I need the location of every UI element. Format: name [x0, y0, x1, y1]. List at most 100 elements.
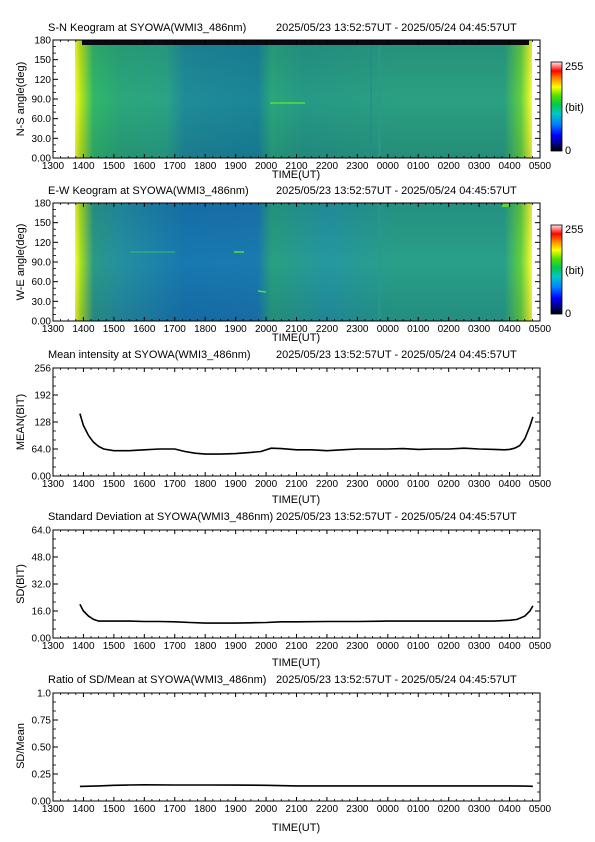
ew-keogram-corner-spot — [502, 203, 510, 207]
ew-keogram-x-axis: 1300 1400 1500 1600 1700 1800 1900 2000 2100 2200… — [42, 203, 552, 335]
mean-xlabel: TIME(UT) — [272, 494, 320, 506]
sd-series-line — [79, 603, 534, 624]
ratio-y-tick-label: 0.25 — [32, 770, 52, 781]
ratio-x-axis: 1300 1400 1500 1600 1700 1800 1900 2000 2100 2200… — [42, 693, 552, 815]
ratio-x-tick-label: 0000 — [377, 804, 400, 815]
ew-keogram-x-tick-label: 2300 — [346, 324, 369, 335]
ew-keogram-arc — [257, 290, 267, 293]
sn-keogram-x-tick-label: 1700 — [164, 161, 187, 172]
sd-x-tick-label: 1600 — [133, 641, 156, 652]
sn-keogram-top-dark-band — [82, 40, 529, 45]
sn-keogram-x-tick-label: 2100 — [285, 161, 308, 172]
sd-x-tick-label: 2100 — [285, 641, 308, 652]
sd-xlabel: TIME(UT) — [272, 657, 320, 669]
mean-x-tick-label: 2300 — [346, 479, 369, 490]
ratio-x-tick-label: 1800 — [194, 804, 217, 815]
ew-keogram-x-tick-label: 1700 — [164, 324, 187, 335]
ratio-y-tick-label: 0.00 — [32, 797, 52, 808]
sd-x-tick-label: 2200 — [316, 641, 339, 652]
sn-keogram-x-tick-label: 0100 — [407, 161, 430, 172]
ratio-x-tick-label: 2300 — [346, 804, 369, 815]
ew-keogram-shading — [75, 203, 532, 321]
mean-y-axis: 0.00 64.0 128 192 256 — [32, 364, 540, 483]
ratio-y-tick-label: 1.0 — [37, 689, 51, 700]
sn-keogram-ylabel: N-S angle(deg) — [15, 62, 27, 137]
ratio-x-tick-label: 0100 — [407, 804, 430, 815]
mean-y-tick-label: 0.00 — [32, 472, 52, 483]
mean-x-tick-label: 0000 — [377, 479, 400, 490]
sn-keogram-x-tick-label: 0500 — [529, 161, 552, 172]
sd-x-tick-label: 1900 — [225, 641, 248, 652]
sd-y-tick-label: 0.00 — [32, 634, 52, 645]
ratio-x-tick-label: 1400 — [72, 804, 95, 815]
mean-x-tick-label: 0400 — [498, 479, 521, 490]
ratio-xlabel: TIME(UT) — [272, 822, 320, 834]
ew-keogram-ylabel: W-E angle(deg) — [15, 224, 27, 301]
ew-keogram-panel: E-W Keogram at SYOWA(WMI3_486nm) 2025/05… — [15, 185, 584, 344]
sd-x-tick-label: 1400 — [72, 641, 95, 652]
ratio-x-tick-label: 2200 — [316, 804, 339, 815]
mean-series-line — [79, 413, 534, 455]
mean-x-tick-label: 0500 — [529, 479, 552, 490]
sd-time-range: 2025/05/23 13:52:57UT - 2025/05/24 04:45… — [276, 511, 517, 523]
ew-keogram-x-tick-label: 1600 — [133, 324, 156, 335]
mean-y-tick-label: 128 — [34, 418, 51, 429]
mean-x-tick-label: 0300 — [468, 479, 491, 490]
sn-colorbar-min: 0 — [565, 145, 571, 157]
sd-y-tick-label: 48.0 — [32, 553, 52, 564]
ratio-x-tick-label: 1600 — [133, 804, 156, 815]
ew-keogram-x-tick-label: 1400 — [72, 324, 95, 335]
sd-x-tick-label: 0000 — [377, 641, 400, 652]
ew-keogram-x-tick-label: 1500 — [103, 324, 126, 335]
ew-keogram-x-tick-label: 0400 — [498, 324, 521, 335]
mean-y-tick-label: 192 — [34, 391, 51, 402]
ew-keogram-y-tick-label: 150 — [34, 218, 51, 229]
ratio-title: Ratio of SD/Mean at SYOWA(WMI3_486nm) — [48, 674, 266, 686]
ew-keogram-time-range: 2025/05/23 13:52:57UT - 2025/05/24 04:45… — [276, 185, 517, 197]
sn-keogram-x-tick-label: 2200 — [316, 161, 339, 172]
sn-keogram-x-tick-label: 1400 — [72, 161, 95, 172]
sn-keogram-y-tick-label: 120 — [34, 75, 51, 86]
sd-x-tick-label: 1800 — [194, 641, 217, 652]
mean-panel: Mean intensity at SYOWA(WMI3_486nm) 2025… — [15, 349, 552, 506]
ew-keogram-streak — [378, 203, 381, 321]
mean-x-tick-label: 2100 — [285, 479, 308, 490]
ew-keogram-x-tick-label: 0300 — [468, 324, 491, 335]
sd-y-axis: 0.00 16.0 32.0 48.0 64.0 — [32, 526, 540, 645]
ew-keogram-x-tick-label: 1300 — [42, 324, 65, 335]
ew-keogram-y-tick-label: 120 — [34, 238, 51, 249]
sd-y-tick-label: 64.0 — [32, 526, 52, 537]
ew-keogram-y-axis: 0.00 30.0 60.0 90.0 120 150 180 — [32, 199, 540, 328]
mean-title: Mean intensity at SYOWA(WMI3_486nm) — [48, 349, 251, 361]
sd-x-tick-label: 0500 — [529, 641, 552, 652]
ratio-ylabel: SD/Mean — [15, 723, 27, 769]
ratio-x-tick-label: 0200 — [438, 804, 461, 815]
sn-keogram-streak — [378, 45, 381, 158]
sd-x-tick-label: 1500 — [103, 641, 126, 652]
sn-keogram-y-tick-label: 180 — [34, 36, 51, 47]
ratio-x-tick-label: 2100 — [285, 804, 308, 815]
ew-keogram-y-tick-label: 90.0 — [32, 258, 52, 269]
ratio-time-range: 2025/05/23 13:52:57UT - 2025/05/24 04:45… — [276, 674, 517, 686]
ratio-panel: Ratio of SD/Mean at SYOWA(WMI3_486nm) 20… — [15, 674, 552, 834]
ew-keogram-x-tick-label: 2200 — [316, 324, 339, 335]
mean-x-tick-label: 1700 — [164, 479, 187, 490]
sd-y-tick-label: 32.0 — [32, 580, 52, 591]
ew-keogram-x-tick-label: 2000 — [255, 324, 278, 335]
sd-x-tick-label: 2300 — [346, 641, 369, 652]
ratio-x-tick-label: 2000 — [255, 804, 278, 815]
mean-x-tick-label: 0100 — [407, 479, 430, 490]
mean-time-range: 2025/05/23 13:52:57UT - 2025/05/24 04:45… — [276, 349, 517, 361]
mean-ylabel: MEAN(BIT) — [15, 394, 27, 450]
sn-keogram-x-axis: 1300 1400 1500 1600 1700 1800 1900 2000 2100 2200… — [42, 40, 552, 172]
ew-keogram-title: E-W Keogram at SYOWA(WMI3_486nm) — [48, 185, 249, 197]
sd-x-tick-label: 1300 — [42, 641, 65, 652]
sn-keogram-x-tick-label: 1900 — [225, 161, 248, 172]
sn-keogram-xlabel: TIME(UT) — [272, 169, 320, 181]
sn-keogram-title: S-N Keogram at SYOWA(WMI3_486nm) — [48, 22, 246, 34]
ew-keogram-x-tick-label: 1800 — [194, 324, 217, 335]
mean-x-tick-label: 1300 — [42, 479, 65, 490]
sn-keogram-y-tick-label: 0.00 — [32, 154, 52, 165]
ew-colorbar-max: 255 — [565, 224, 583, 236]
